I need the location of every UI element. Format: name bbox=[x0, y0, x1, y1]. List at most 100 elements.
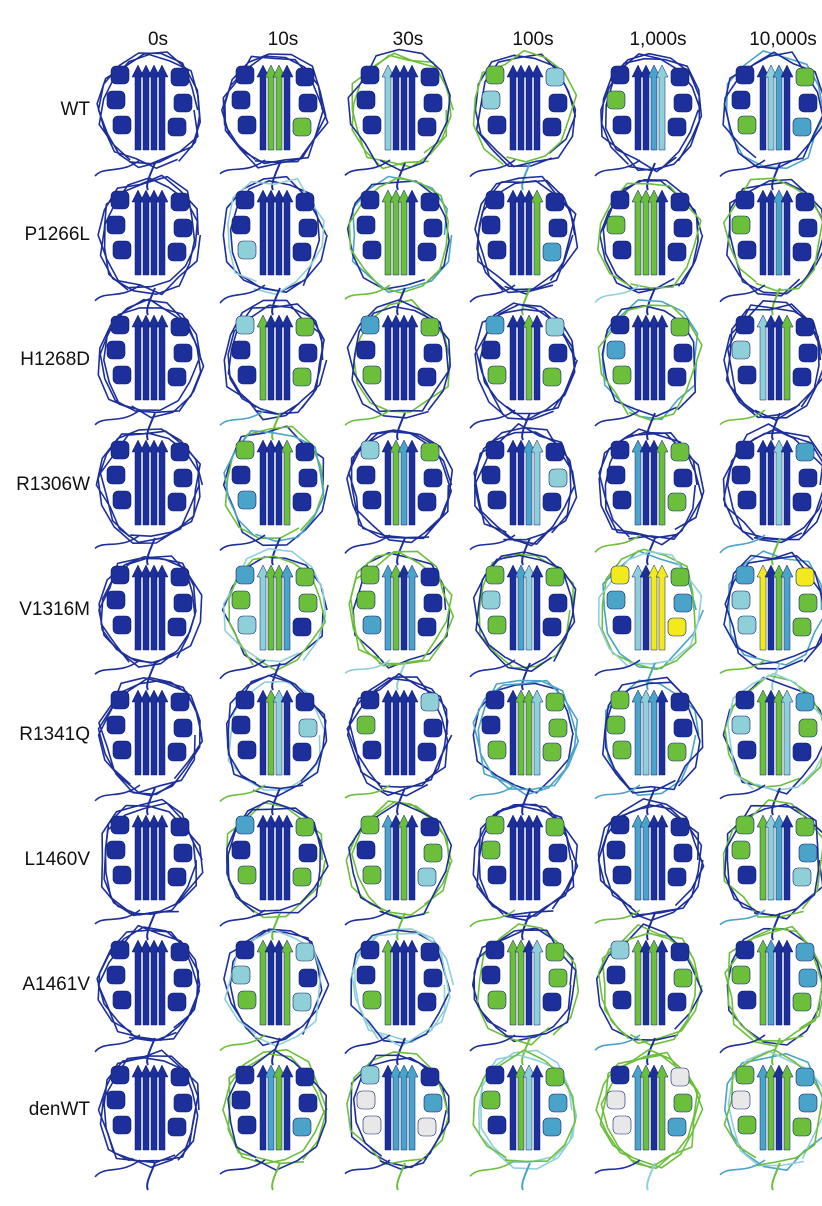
helix bbox=[173, 93, 193, 113]
strand bbox=[155, 314, 169, 401]
loop bbox=[724, 804, 820, 917]
strand bbox=[397, 189, 411, 276]
strand bbox=[381, 314, 395, 401]
tail bbox=[469, 159, 516, 178]
strand bbox=[155, 1064, 169, 1151]
helix bbox=[735, 940, 755, 960]
tail bbox=[94, 659, 141, 675]
strand bbox=[639, 314, 653, 401]
helix bbox=[237, 615, 257, 635]
loop bbox=[472, 679, 579, 796]
tail bbox=[646, 1162, 656, 1191]
loop bbox=[727, 1050, 822, 1167]
strand bbox=[514, 314, 528, 401]
tail bbox=[94, 1034, 141, 1053]
helix bbox=[362, 865, 382, 885]
strand bbox=[631, 1064, 645, 1151]
loop bbox=[472, 1049, 576, 1163]
loop bbox=[601, 304, 697, 418]
helix bbox=[612, 1115, 632, 1135]
helix bbox=[360, 440, 380, 460]
helix bbox=[485, 65, 505, 85]
helix bbox=[295, 192, 315, 212]
helix bbox=[231, 90, 251, 110]
helix bbox=[612, 615, 632, 635]
helix bbox=[110, 940, 130, 960]
helix bbox=[112, 240, 132, 260]
strand bbox=[264, 314, 278, 401]
tail bbox=[719, 534, 766, 554]
strand bbox=[139, 64, 153, 151]
helix bbox=[417, 867, 437, 887]
strand bbox=[264, 439, 278, 526]
helix bbox=[417, 117, 437, 137]
strand bbox=[381, 1064, 395, 1151]
loop bbox=[723, 554, 822, 666]
strand bbox=[131, 439, 145, 526]
strand bbox=[381, 64, 395, 151]
loop bbox=[479, 302, 579, 415]
strand bbox=[147, 314, 161, 401]
protein-structure bbox=[344, 928, 455, 1066]
tail bbox=[521, 412, 531, 441]
helix bbox=[231, 465, 251, 485]
helix bbox=[356, 965, 376, 985]
protein-structure bbox=[219, 425, 329, 566]
strand bbox=[131, 814, 145, 901]
strand bbox=[389, 939, 403, 1026]
helix bbox=[735, 65, 755, 85]
tail bbox=[94, 909, 141, 925]
helix bbox=[110, 440, 130, 460]
loop bbox=[226, 807, 322, 917]
strand bbox=[530, 939, 544, 1026]
strand bbox=[256, 814, 270, 901]
helix bbox=[737, 490, 757, 510]
loop bbox=[476, 179, 579, 295]
strand bbox=[264, 564, 278, 651]
helix bbox=[417, 367, 437, 387]
strand bbox=[764, 814, 778, 901]
strand bbox=[264, 939, 278, 1026]
loop bbox=[598, 551, 703, 667]
helix bbox=[173, 468, 193, 488]
tail bbox=[344, 1034, 391, 1055]
helix bbox=[356, 465, 376, 485]
strand bbox=[256, 439, 270, 526]
strand bbox=[506, 689, 520, 776]
helix bbox=[792, 1117, 812, 1137]
column-header: 10s bbox=[268, 29, 299, 50]
helix bbox=[798, 218, 818, 238]
loop bbox=[350, 430, 453, 544]
strand bbox=[522, 64, 536, 151]
strand bbox=[647, 64, 661, 151]
protein-structure bbox=[594, 548, 705, 691]
helix bbox=[112, 115, 132, 135]
loop bbox=[722, 51, 822, 170]
helix bbox=[356, 340, 376, 360]
protein-structure bbox=[469, 923, 580, 1066]
helix bbox=[292, 367, 312, 387]
helix bbox=[112, 865, 132, 885]
strand bbox=[272, 814, 286, 901]
tail bbox=[219, 659, 266, 680]
strand bbox=[139, 314, 153, 401]
loop bbox=[597, 182, 702, 289]
helix bbox=[170, 192, 190, 212]
loop bbox=[597, 932, 697, 1046]
protein-structure bbox=[344, 550, 455, 691]
protein-structure bbox=[469, 49, 578, 191]
helix bbox=[237, 365, 257, 385]
helix bbox=[795, 567, 815, 587]
helix bbox=[423, 843, 443, 863]
helix bbox=[360, 315, 380, 335]
helix bbox=[298, 93, 318, 113]
strand bbox=[780, 314, 794, 401]
helix bbox=[487, 115, 507, 135]
helix bbox=[673, 968, 693, 988]
helix bbox=[235, 1065, 255, 1085]
protein-structure bbox=[344, 1051, 450, 1191]
helix bbox=[795, 317, 815, 337]
protein-structure bbox=[219, 800, 329, 941]
helix bbox=[170, 692, 190, 712]
helix bbox=[673, 843, 693, 863]
